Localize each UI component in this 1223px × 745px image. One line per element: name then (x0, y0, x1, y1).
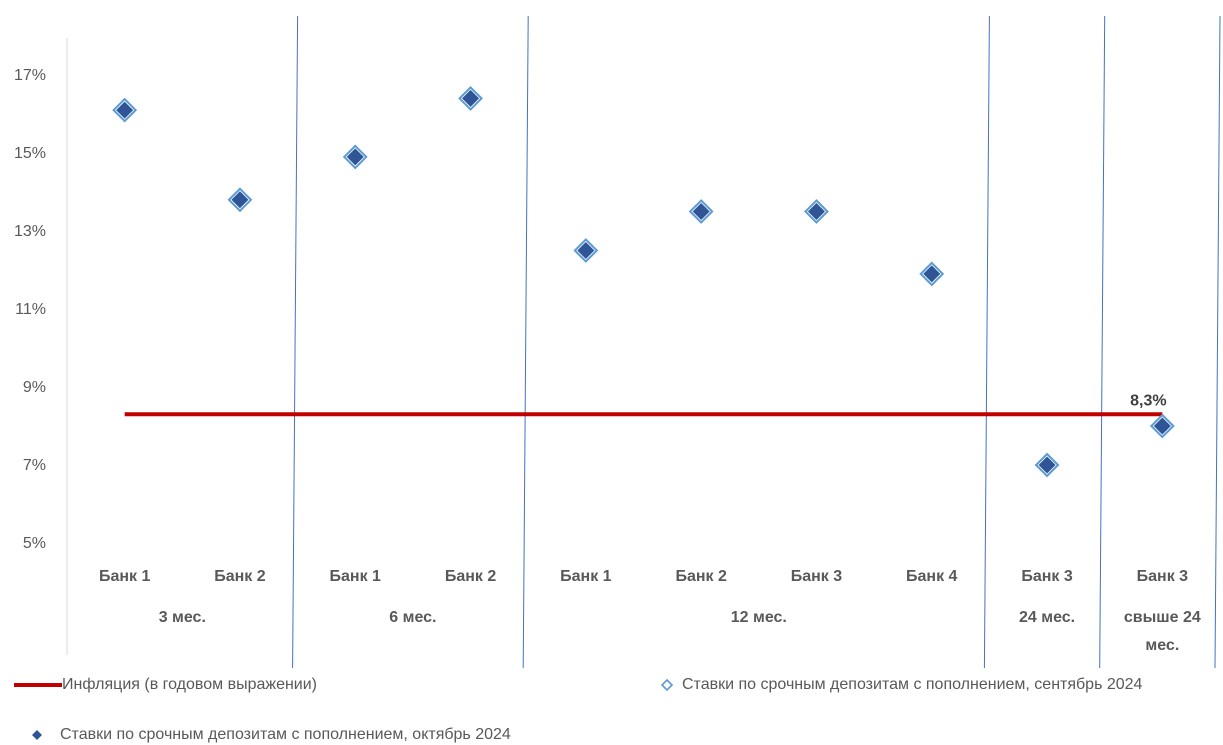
point-october (462, 89, 480, 107)
group-label: 6 мес. (389, 609, 436, 626)
point-october (807, 203, 825, 220)
category-label: Банк 3 (1021, 568, 1073, 585)
legend-inflation: Инфляция (в годовом выражении) (14, 676, 317, 694)
category-label: Банк 3 (791, 568, 843, 585)
category-label: Банк 1 (330, 568, 382, 585)
point-october (923, 265, 941, 283)
y-tick-label: 15% (14, 145, 46, 162)
y-tick-label: 9% (23, 379, 46, 396)
y-tick-label: 11% (15, 301, 46, 318)
category-label: Банк 2 (214, 568, 266, 585)
legend-inflation-label: Инфляция (в годовом выражении) (62, 676, 317, 693)
point-october (577, 242, 595, 259)
group-label: 12 мес. (731, 609, 787, 626)
group-label: 24 мес. (1019, 609, 1075, 626)
point-october (692, 203, 710, 220)
legend-september: Ставки по срочным депозитам с пополнение… (660, 676, 1142, 694)
point-october (231, 191, 249, 209)
group-labels: 3 мес. 6 мес. 12 мес. 24 мес. свыше 24 мес. (159, 609, 1201, 654)
group-divider (522, 15, 529, 669)
y-tick-label: 7% (23, 457, 46, 474)
category-label: Банк 2 (675, 568, 727, 585)
legend-line-icon (14, 683, 62, 687)
group-divider (1214, 15, 1221, 669)
group-label: 3 мес. (159, 609, 206, 626)
legend-september-label: Ставки по срочным депозитам с пополнение… (682, 676, 1143, 693)
legend-filled-diamond-icon (32, 730, 42, 740)
point-october (1153, 417, 1171, 435)
chart: 5%7%9%11%13%15%17% Банк 1 Банк 2 Банк 1 Бан… (14, 15, 1221, 669)
data-labels: 8,3% (1130, 392, 1166, 409)
legend-october: Ставки по срочным депозитам с пополнение… (30, 726, 511, 744)
point-october (346, 148, 364, 166)
group-divider (292, 15, 299, 669)
y-tick-label: 5% (23, 535, 46, 552)
point-october (1038, 456, 1056, 474)
group-label: свыше 24 (1124, 609, 1201, 626)
y-tick-label: 13% (14, 223, 46, 240)
group-divider (1099, 15, 1106, 669)
category-label: Банк 1 (560, 568, 612, 585)
category-labels: Банк 1 Банк 2 Банк 1 Банк 2 Банк 1 Банк 2 Банк… (99, 568, 1188, 585)
point-october (116, 101, 134, 119)
group-divider (983, 15, 990, 669)
group-label: мес. (1145, 637, 1179, 654)
y-tick-label: 17% (14, 67, 46, 84)
legend-october-label: Ставки по срочным депозитам с пополнение… (60, 726, 511, 743)
category-label: Банк 1 (99, 568, 151, 585)
category-label: Банк 3 (1137, 568, 1189, 585)
category-label: Банк 4 (906, 568, 958, 585)
group-dividers (292, 15, 1221, 669)
category-label: Банк 2 (445, 568, 497, 585)
deposit-points (112, 85, 1175, 478)
inflation-data-label: 8,3% (1130, 392, 1166, 409)
y-axis-ticks: 5% 7% 9% 11% 13% 15% 17% (14, 67, 46, 552)
legend-hollow-diamond-icon (660, 678, 674, 692)
